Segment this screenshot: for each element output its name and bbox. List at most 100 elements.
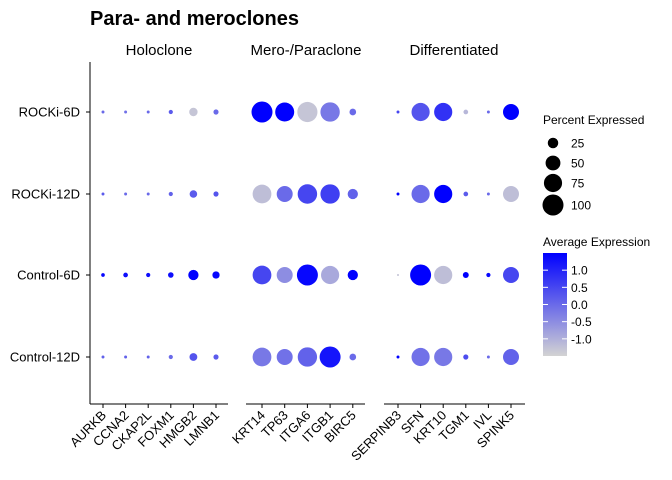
color-tick-label: 0.5 [571, 281, 588, 295]
dot-point [275, 102, 295, 122]
dot-point [319, 346, 341, 368]
size-legend-dot [543, 173, 563, 193]
dot-point [503, 267, 519, 283]
dot-point [252, 265, 272, 285]
dot-point [503, 186, 519, 202]
dot-point [396, 355, 400, 359]
dot-point [320, 102, 340, 122]
y-tick-label: ROCKi-6D [19, 105, 80, 120]
dot-point [251, 101, 273, 123]
dot-point [347, 188, 358, 200]
dot-point [320, 184, 340, 204]
dot-point [101, 110, 105, 114]
dot-point [146, 272, 151, 278]
panel-strip-label: Mero-/Paraclone [251, 42, 362, 59]
dot-point [189, 190, 198, 198]
dot-point [349, 108, 357, 116]
size-legend-label: 25 [571, 137, 585, 151]
dot-point [411, 347, 430, 367]
size-legend-dot [547, 137, 559, 149]
size-legend-label: 100 [571, 199, 591, 213]
dot-point [276, 186, 293, 202]
dot-point [434, 184, 453, 204]
dot-point [486, 110, 490, 114]
color-tick-label: -0.5 [571, 315, 592, 329]
dot-point [486, 192, 490, 196]
dot-point [276, 267, 293, 283]
dot-point [434, 102, 453, 122]
dot-point [276, 349, 293, 365]
dot-point [486, 355, 490, 359]
dot-point [213, 109, 219, 115]
color-tick-label: -1.0 [571, 332, 592, 346]
dot-point [213, 354, 219, 360]
dot-point [503, 349, 519, 365]
dot-point [410, 264, 432, 286]
color-legend-title: Average Expression [543, 235, 650, 249]
dot-point [213, 191, 219, 197]
dot-point [297, 184, 318, 204]
dot-point [123, 272, 128, 278]
dot-point [411, 102, 430, 122]
dot-point [463, 354, 469, 360]
y-axis: Control-12D Control-6D ROCKi-12D ROCKi-6D [10, 62, 91, 404]
color-tick-label: 0.0 [571, 298, 588, 312]
y-tick-label: ROCKi-12D [11, 187, 80, 202]
dot-point [252, 184, 272, 204]
size-legend-label: 75 [571, 177, 585, 191]
dot-point [168, 272, 174, 278]
size-legend-label: 50 [571, 157, 585, 171]
dot-point [434, 265, 453, 285]
dot-point [296, 264, 318, 286]
dot-point [146, 110, 150, 114]
dot-point [396, 273, 400, 277]
color-legend-ticks: 1.0 0.5 0.0 -0.5 -1.0 [543, 264, 592, 346]
dot-point [396, 192, 400, 196]
dot-point [189, 107, 198, 117]
dot-point [189, 353, 198, 361]
dot-point [486, 272, 491, 278]
chart-title: Para- and meroclones [90, 8, 299, 30]
dot-point [168, 109, 173, 115]
panel-strip-label: Holoclone [126, 42, 193, 59]
dot-point [297, 101, 318, 123]
dot-point [101, 273, 105, 277]
dot-point [146, 355, 150, 359]
y-tick-label: Control-12D [10, 350, 80, 365]
dot-point [124, 355, 128, 359]
dot-point [321, 265, 340, 285]
dot-point [347, 269, 358, 281]
legend: Percent Expressed 25 50 75 100 Average Expr… [542, 113, 650, 356]
dot-point [396, 110, 400, 114]
dot-point [168, 354, 173, 360]
size-legend-dot [545, 155, 561, 171]
dot-point [503, 104, 519, 120]
dot-point [124, 110, 128, 114]
dot-point [434, 347, 453, 367]
dot-point [146, 192, 150, 196]
dot-point [188, 269, 199, 281]
dot-point [212, 271, 220, 279]
dot-point [252, 347, 272, 367]
dot-point [411, 184, 430, 204]
dot-point [463, 109, 469, 115]
size-legend-items: 25 50 75 100 [542, 137, 591, 216]
dot-point [297, 347, 318, 367]
dot-point [101, 355, 105, 359]
dot-point [168, 191, 173, 197]
dot-point [463, 191, 469, 197]
dot-point [462, 272, 469, 278]
color-tick-label: 1.0 [571, 264, 588, 278]
panels-layer: HolocloneAURKBCCNA2CKAP2LFOXM1HMGB2LMNB1… [67, 42, 525, 464]
panel-strip-label: Differentiated [410, 42, 499, 59]
dot-point [349, 353, 357, 361]
size-legend-dot [542, 194, 564, 216]
y-tick-label: Control-6D [17, 268, 80, 283]
panel-2: DifferentiatedSERPINB3SFNKRT10TGM1IVLSPI… [348, 42, 525, 464]
dot-point [124, 192, 128, 196]
dot-point [101, 192, 105, 196]
size-legend-title: Percent Expressed [543, 113, 644, 127]
